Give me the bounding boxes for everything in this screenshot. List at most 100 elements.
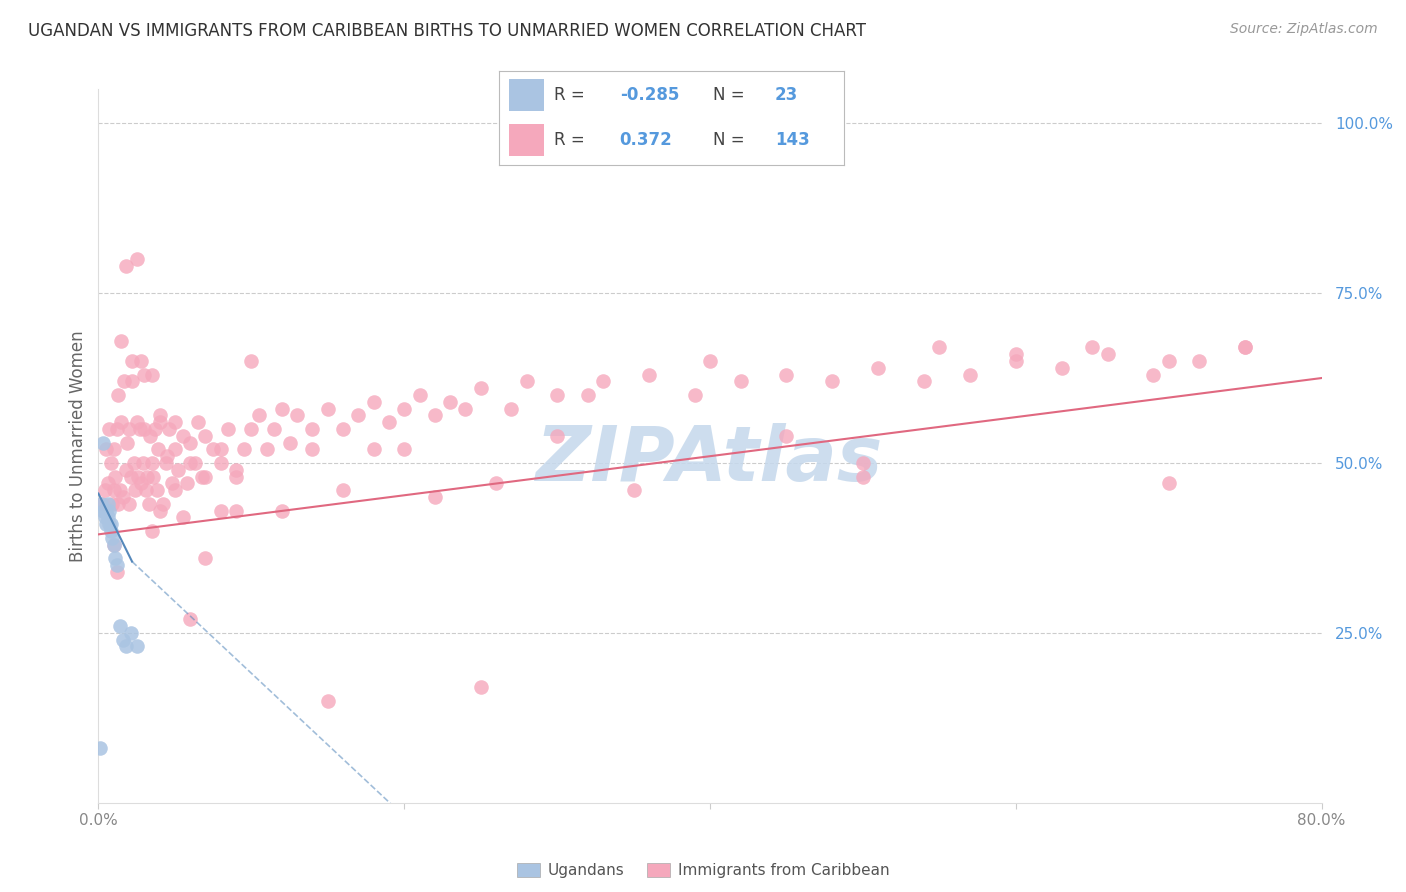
Point [470,381,492,395]
Point [104,551,127,566]
Point [122,456,145,470]
Point [270,503,292,517]
Point [149,415,172,429]
Point [592,375,614,389]
Point [176,476,198,491]
Point [112,375,135,389]
Point [516,375,538,389]
Point [117,435,139,450]
Point [184,456,207,470]
Point [93,503,115,517]
Point [256,442,278,457]
Point [232,442,254,457]
Text: 143: 143 [775,131,810,149]
Point [285,409,308,423]
Point [225,469,247,483]
Point [301,442,323,457]
Point [240,354,263,368]
Point [149,409,172,423]
Point [1050,360,1073,375]
Point [683,388,706,402]
Point [141,368,163,382]
Point [135,483,157,498]
Point [852,456,875,470]
Point [775,429,797,443]
Point [134,368,156,382]
Point [149,503,172,517]
Point [146,442,169,457]
Point [94,517,117,532]
Point [775,368,797,382]
Point [730,375,752,389]
Point [105,422,128,436]
Point [121,375,143,389]
Point [316,694,339,708]
Point [1142,368,1164,382]
Point [546,429,568,443]
Point [120,626,142,640]
Point [115,463,138,477]
Point [270,401,292,416]
Point [167,463,190,477]
Point [111,632,134,647]
Point [1097,347,1119,361]
Point [172,429,194,443]
Point [928,341,950,355]
Point [240,422,263,436]
Point [111,490,134,504]
Point [179,435,201,450]
Point [108,483,131,498]
Point [93,483,115,498]
Point [209,503,232,517]
Text: N =: N = [713,86,744,103]
Point [138,497,160,511]
Point [145,483,167,498]
Point [423,409,446,423]
Text: ZIPAtlas: ZIPAtlas [536,424,884,497]
Point [104,469,127,483]
Point [100,517,122,532]
Text: UGANDAN VS IMMIGRANTS FROM CARIBBEAN BIRTHS TO UNMARRIED WOMEN CORRELATION CHART: UGANDAN VS IMMIGRANTS FROM CARIBBEAN BIR… [28,22,866,40]
Text: N =: N = [713,131,744,149]
Point [821,375,844,389]
Point [97,510,120,524]
Point [1081,341,1104,355]
Point [124,483,146,498]
Point [107,497,129,511]
Point [194,551,217,566]
Point [101,497,124,511]
Point [392,442,416,457]
Point [912,375,935,389]
Point [94,442,117,457]
Point [121,354,143,368]
Text: R =: R = [554,86,585,103]
Point [194,469,217,483]
Point [439,394,461,409]
Point [128,422,150,436]
Point [1004,354,1026,368]
Point [546,388,568,402]
Point [110,334,132,348]
Point [110,415,132,429]
Legend: Ugandans, Immigrants from Caribbean: Ugandans, Immigrants from Caribbean [510,857,896,884]
Point [101,531,124,545]
Point [125,415,148,429]
Point [120,469,142,483]
Point [94,503,117,517]
Point [378,415,401,429]
Bar [509,124,544,156]
Point [225,463,247,477]
Point [141,456,163,470]
Point [1157,354,1180,368]
Point [209,442,232,457]
Point [100,524,122,538]
Point [363,442,385,457]
Text: -0.285: -0.285 [620,86,679,103]
Point [868,360,890,375]
Point [105,558,128,572]
Point [143,422,166,436]
Point [225,503,247,517]
Point [301,422,323,436]
Point [852,469,875,483]
Point [247,409,270,423]
